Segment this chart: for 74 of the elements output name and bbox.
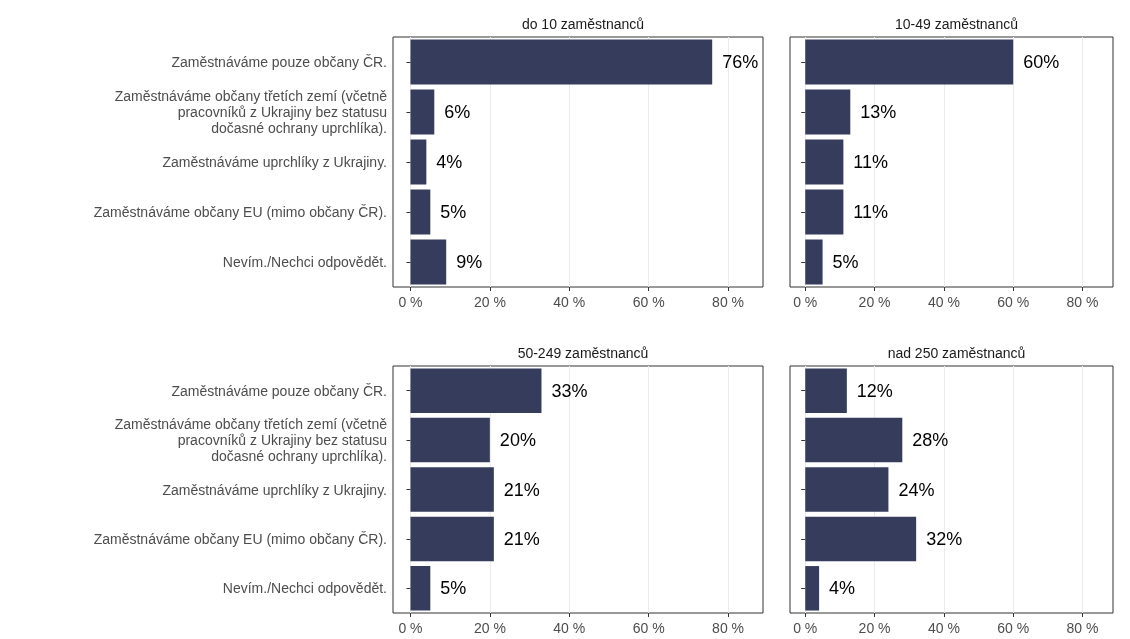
chart-title: nad 250 zaměstnanců xyxy=(887,345,1026,361)
y-tick-label: Zaměstnáváme občany třetích zemí (včetně pracovníků z Ukrajiny bez statusu dočasné ochrany uprchlíka). xyxy=(114,88,388,136)
data-label: 4% xyxy=(436,152,463,172)
data-label: 9% xyxy=(456,252,483,272)
x-tick-label: 80 % xyxy=(1066,294,1099,310)
y-tick-label: Zaměstnáváme pouze občany ČR. xyxy=(171,54,387,70)
data-label: 5% xyxy=(440,578,467,599)
x-tick-label: 20 % xyxy=(473,620,506,636)
y-tick-label: Nevím./Nechci odpovědět. xyxy=(222,580,387,597)
data-label: 33% xyxy=(551,380,588,401)
data-label: 60% xyxy=(1023,52,1060,72)
bar xyxy=(805,39,1014,85)
data-label: 21% xyxy=(503,479,540,500)
x-tick-label: 20 % xyxy=(858,294,891,310)
x-tick-label: 60 % xyxy=(632,294,665,310)
data-label: 6% xyxy=(444,102,471,122)
x-tick-label: 40 % xyxy=(553,620,586,636)
x-tick-label: 60 % xyxy=(997,294,1030,310)
data-label: 5% xyxy=(440,202,467,222)
bar xyxy=(805,139,844,185)
data-label: 11% xyxy=(853,152,889,172)
data-label: 12% xyxy=(856,380,893,401)
bar xyxy=(805,89,851,135)
bar xyxy=(410,189,431,235)
data-label: 24% xyxy=(898,479,935,500)
bar xyxy=(805,368,847,413)
y-tick-label: Zaměstnáváme pouze občany ČR. xyxy=(171,382,387,399)
data-label: 20% xyxy=(499,430,536,451)
data-label: 28% xyxy=(912,430,949,451)
x-tick-label: 40 % xyxy=(553,294,586,310)
x-tick-label: 0 % xyxy=(793,620,818,636)
x-tick-label: 80 % xyxy=(1066,620,1099,636)
x-tick-label: 20 % xyxy=(858,620,891,636)
bar xyxy=(805,239,823,285)
data-label: 13% xyxy=(860,102,897,122)
data-label: 11% xyxy=(853,202,889,222)
bar xyxy=(805,189,844,235)
x-tick-label: 0 % xyxy=(398,294,423,310)
chart-title: 50-249 zaměstnanců xyxy=(517,345,649,361)
data-label: 76% xyxy=(722,52,759,72)
bar xyxy=(410,417,490,463)
y-tick-label: Zaměstnáváme uprchlíky z Ukrajiny. xyxy=(162,154,387,170)
y-tick-label: Zaměstnáváme občany EU (mimo občany ČR). xyxy=(93,530,387,547)
y-tick-label: Nevím./Nechci odpovědět. xyxy=(222,254,387,270)
y-tick-label: Zaměstnáváme uprchlíky z Ukrajiny. xyxy=(162,481,387,498)
bar xyxy=(410,516,494,562)
x-tick-label: 60 % xyxy=(997,620,1030,636)
x-tick-label: 80 % xyxy=(712,620,745,636)
bar xyxy=(410,89,435,135)
data-label: 21% xyxy=(503,528,540,549)
bar xyxy=(805,417,903,463)
x-tick-label: 80 % xyxy=(712,294,745,310)
bar xyxy=(410,139,427,185)
bar xyxy=(805,467,889,512)
y-tick-label: Zaměstnáváme občany EU (mimo občany ČR). xyxy=(93,204,387,220)
x-tick-label: 40 % xyxy=(927,294,960,310)
x-tick-label: 20 % xyxy=(473,294,506,310)
x-tick-label: 0 % xyxy=(793,294,818,310)
bar xyxy=(410,467,494,512)
bar xyxy=(805,516,917,562)
x-tick-label: 60 % xyxy=(632,620,665,636)
chart-title: do 10 zaměstnanců xyxy=(521,16,645,32)
bar xyxy=(410,39,713,85)
chart-title: 10-49 zaměstnanců xyxy=(895,16,1018,32)
y-tick-label: Zaměstnáváme občany třetích zemí (včetně pracovníků z Ukrajiny bez statusu dočasné ochrany uprchlíka). xyxy=(114,416,388,465)
bar xyxy=(410,566,431,611)
data-label: 4% xyxy=(829,578,856,599)
data-label: 32% xyxy=(926,528,963,549)
bar xyxy=(805,566,820,611)
bar xyxy=(410,368,542,413)
x-tick-label: 0 % xyxy=(398,620,423,636)
x-tick-label: 40 % xyxy=(927,620,960,636)
data-label: 5% xyxy=(832,252,859,272)
bar xyxy=(410,239,447,285)
